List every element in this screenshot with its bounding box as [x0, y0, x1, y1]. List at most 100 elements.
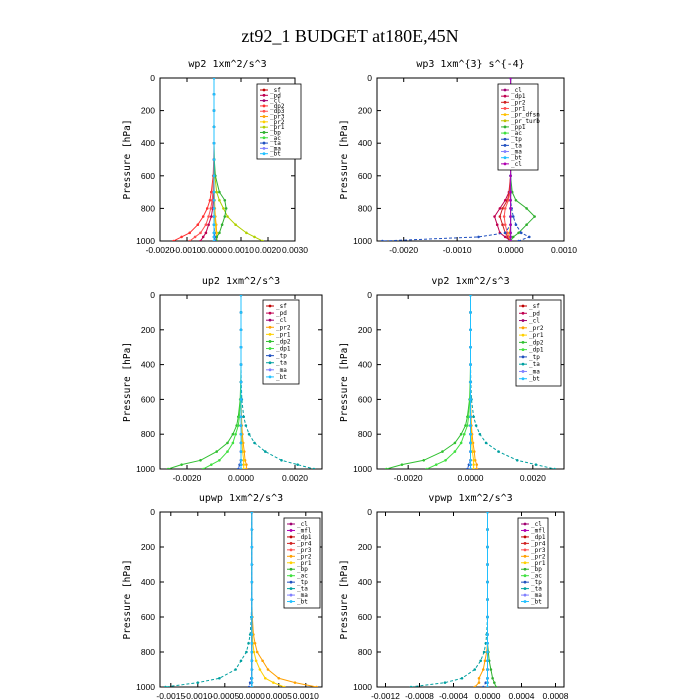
legend-marker: [289, 529, 293, 532]
y-tick-label: 0: [150, 290, 155, 300]
data-point: [212, 141, 216, 145]
data-point: [207, 223, 210, 226]
series-line-dp2: [167, 295, 242, 469]
y-tick-label: 1000: [353, 236, 372, 246]
data-point: [220, 223, 224, 226]
data-point: [239, 311, 243, 314]
legend-marker: [521, 304, 525, 308]
data-point: [215, 450, 218, 453]
data-point: [503, 235, 507, 239]
data-point: [250, 598, 254, 601]
legend-label: _pd: [529, 310, 540, 317]
data-point: [258, 668, 262, 671]
data-point: [231, 441, 235, 445]
data-point: [212, 215, 216, 218]
data-point: [212, 109, 216, 112]
data-point: [472, 459, 475, 462]
data-point: [218, 231, 221, 235]
data-point: [509, 231, 512, 235]
chart-panel-3: up2 1xm^2/s^3 Pressure [hPa] 0 200 400 600 800…: [122, 276, 323, 483]
series-group: [166, 295, 316, 469]
x-tick-label: 0.0008: [543, 691, 569, 700]
legend-label: _dp2: [529, 339, 544, 346]
data-point: [226, 215, 229, 218]
data-point: [501, 223, 504, 226]
data-point: [226, 450, 229, 453]
y-tick-label: 200: [141, 542, 155, 552]
data-point: [469, 398, 472, 401]
data-point: [250, 563, 254, 566]
legend-label: _dp1: [511, 93, 526, 100]
legend-label: _ta: [297, 586, 308, 593]
legend-marker: [289, 561, 293, 565]
legend-marker: [503, 143, 507, 147]
data-point: [469, 441, 472, 445]
data-point: [477, 235, 480, 239]
data-point: [250, 641, 254, 645]
legend-marker: [268, 332, 272, 336]
data-point: [444, 459, 447, 462]
data-point: [250, 528, 254, 531]
data-point: [247, 685, 251, 687]
data-point: [264, 450, 267, 453]
y-tick-label: 800: [358, 647, 372, 657]
data-point: [441, 450, 444, 453]
data-point: [472, 450, 476, 453]
legend-label: _dp1: [297, 534, 312, 541]
y-tick-label: 800: [358, 203, 372, 213]
data-point: [486, 668, 489, 671]
legend-marker: [289, 587, 293, 591]
legend-label: _sf: [276, 303, 287, 310]
y-axis-label: Pressure [hPa]: [122, 119, 133, 199]
legend-marker: [268, 311, 272, 315]
legend-marker: [289, 574, 293, 578]
legend-label: _cl: [531, 521, 542, 528]
legend-label: _tp: [297, 579, 308, 586]
y-tick-label: 1000: [353, 682, 372, 692]
data-point: [199, 239, 202, 241]
data-point: [486, 528, 489, 531]
legend-label: _pr2: [270, 119, 285, 126]
legend-marker: [268, 340, 272, 343]
data-point: [509, 235, 512, 239]
legend-label: _ma: [276, 367, 287, 374]
panel-title: upwp 1xm^2/s^3: [199, 493, 283, 504]
data-point: [525, 223, 528, 226]
data-point: [239, 424, 243, 427]
y-tick-label: 200: [141, 106, 155, 116]
data-point: [533, 215, 536, 218]
legend-label: _sf: [529, 303, 540, 310]
legend-marker: [262, 125, 266, 129]
data-point: [509, 190, 512, 194]
x-tick-label: -0.0015: [156, 691, 185, 700]
legend-label: _pr3: [297, 547, 312, 554]
data-point: [486, 598, 489, 601]
data-point: [486, 681, 489, 684]
data-point: [234, 432, 237, 436]
data-point: [239, 450, 243, 453]
legend-label: _pr1: [511, 105, 526, 112]
data-point: [212, 231, 216, 235]
legend-marker: [503, 113, 507, 117]
legend-marker: [523, 522, 527, 526]
data-point: [462, 432, 466, 436]
data-point: [212, 198, 216, 202]
data-point: [242, 463, 245, 466]
data-point: [494, 685, 498, 687]
data-point: [166, 467, 170, 469]
data-point: [477, 681, 481, 684]
panel-title: vp2 1xm^2/s^3: [431, 276, 509, 287]
data-point: [466, 467, 469, 469]
legend-marker: [262, 152, 266, 156]
y-tick-label: 1000: [136, 682, 155, 692]
data-point: [250, 650, 254, 654]
y-axis-label: Pressure [hPa]: [339, 119, 350, 199]
y-tick-label: 0: [150, 507, 155, 517]
legend-marker: [262, 88, 266, 92]
panels-container: wp2 1xm^2/s^3 Pressure [hPa] 0 200 400 600 800…: [122, 59, 577, 700]
y-tick-label: 600: [141, 612, 155, 622]
legend-label: _pr3: [270, 114, 285, 121]
legend-label: _ta: [276, 360, 287, 367]
data-point: [475, 463, 479, 466]
data-point: [242, 467, 245, 469]
